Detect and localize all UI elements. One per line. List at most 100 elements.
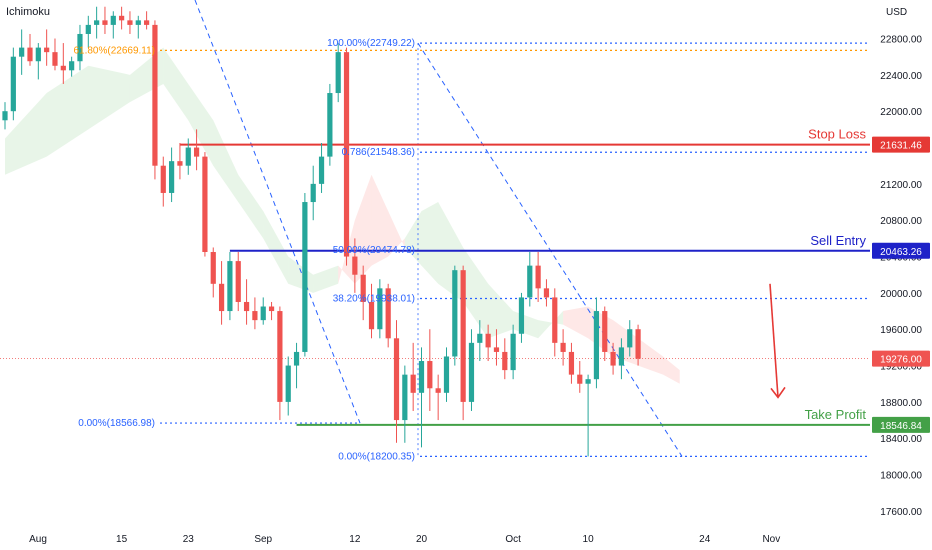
- y-tick-label: 19200.00: [880, 362, 922, 373]
- candle-body: [193, 147, 200, 157]
- cloud-segment: [488, 283, 514, 339]
- cloud-segment: [263, 211, 289, 284]
- x-tick-label: 20: [416, 534, 428, 545]
- price-tag-label: 18546.84: [880, 421, 922, 432]
- candle-body: [218, 283, 225, 312]
- candle-body: [560, 342, 566, 352]
- x-tick-label: 10: [583, 534, 595, 545]
- candle-body: [368, 301, 375, 330]
- take-profit-label: Take Profit: [805, 407, 867, 422]
- candle-body: [52, 52, 58, 66]
- candle-body: [527, 265, 533, 298]
- candle-body: [35, 47, 41, 62]
- annotations: [769, 283, 786, 399]
- x-tick-label: 24: [699, 534, 711, 545]
- cloud-segment: [388, 211, 405, 257]
- candle-body: [410, 374, 416, 393]
- horizontal-levels: Stop Loss Sell Entry Take Profit: [179, 127, 870, 426]
- candle-body: [77, 33, 83, 62]
- cloud-segment: [663, 356, 680, 384]
- x-tick-label: Nov: [762, 534, 780, 545]
- fib-0-label: 0.00%(18566.98): [78, 418, 155, 429]
- cloud-segment: [513, 311, 539, 339]
- price-tag-label: 21631.46: [880, 141, 922, 152]
- y-tick-label: 18000.00: [880, 471, 922, 482]
- candle-body: [535, 265, 541, 289]
- fib-382-label: 38.20%(19938.01): [333, 294, 415, 305]
- cloud-segment: [46, 65, 89, 157]
- candle-body: [435, 388, 441, 393]
- cloud-segment: [288, 256, 314, 293]
- cloud-segment: [638, 338, 664, 375]
- cloud-segment: [563, 306, 589, 339]
- candle-body: [227, 261, 233, 312]
- candle-body: [610, 351, 616, 366]
- candle-body: [485, 333, 491, 348]
- y-tick-label: 19600.00: [880, 325, 922, 336]
- candle-body: [352, 256, 358, 275]
- candlesticks: [2, 6, 641, 457]
- cloud-segment: [313, 265, 339, 293]
- target-arrow-shaft: [769, 283, 779, 398]
- candle-body: [127, 20, 133, 25]
- candle-body: [360, 274, 366, 302]
- cloud-segment: [354, 174, 372, 284]
- x-tick-label: 23: [183, 534, 195, 545]
- candle-body: [10, 56, 16, 112]
- x-tick-label: 15: [116, 534, 128, 545]
- target-arrow-head: [770, 386, 786, 399]
- fib-000-label: 0.00%(18200.35): [338, 451, 415, 462]
- cloud-segment: [538, 311, 564, 339]
- candle-body: [252, 311, 258, 321]
- candle-body: [110, 15, 116, 25]
- candle-body: [543, 288, 550, 298]
- candle-body: [293, 351, 300, 366]
- candle-body: [27, 47, 33, 62]
- candle-body: [452, 270, 458, 357]
- price-tag: [872, 416, 930, 433]
- candle-body: [468, 342, 475, 402]
- candle-body: [318, 156, 325, 184]
- candle-body: [69, 61, 75, 71]
- y-tick-label: 18800.00: [880, 398, 922, 409]
- candle-body: [169, 161, 175, 193]
- candle-body: [60, 65, 66, 71]
- currency-label: USD: [886, 7, 907, 18]
- cloud-segment: [213, 120, 239, 203]
- cloud-segment: [188, 83, 214, 166]
- candle-body: [377, 288, 383, 330]
- y-tick-label: 21200.00: [880, 180, 922, 191]
- candle-body: [518, 297, 525, 334]
- candle-body: [152, 24, 158, 166]
- candle-body: [568, 351, 575, 375]
- candle-body: [243, 301, 250, 312]
- candle-body: [285, 365, 291, 402]
- price-axis: 22800.0022400.0022000.0021600.0021200.00…: [872, 35, 930, 518]
- fib-labels: 61.80%(22669.11) 0.00%(18566.98) 100.00%(2…: [73, 38, 415, 462]
- candle-body: [402, 374, 408, 421]
- candle-body: [185, 147, 191, 166]
- cloud-segment: [438, 202, 464, 302]
- y-tick-label: 22400.00: [880, 71, 922, 82]
- candle-body: [510, 333, 516, 371]
- fib-786-label: 0.786(21548.36): [342, 147, 415, 158]
- cloud-segment: [613, 320, 639, 366]
- x-tick-label: Sep: [254, 534, 272, 545]
- candle-body: [335, 52, 341, 94]
- candle-body: [302, 202, 308, 352]
- cloud-segment: [238, 174, 264, 239]
- candle-body: [443, 356, 450, 393]
- sell-entry-label: Sell Entry: [810, 233, 866, 248]
- candle-body: [627, 329, 633, 348]
- y-tick-label: 17600.00: [880, 507, 922, 518]
- y-tick-label: 22800.00: [880, 35, 922, 46]
- fib-500-label: 50.00%(20474.78): [333, 245, 415, 256]
- indicator-label: Ichimoku: [6, 6, 51, 18]
- y-tick-label: 20800.00: [880, 216, 922, 227]
- cloud-segment: [163, 47, 189, 121]
- y-tick-label: 20000.00: [880, 289, 922, 300]
- price-tag-label: 20463.26: [880, 247, 922, 258]
- candle-body: [552, 297, 558, 343]
- fib-trend-line-2: [417, 42, 683, 457]
